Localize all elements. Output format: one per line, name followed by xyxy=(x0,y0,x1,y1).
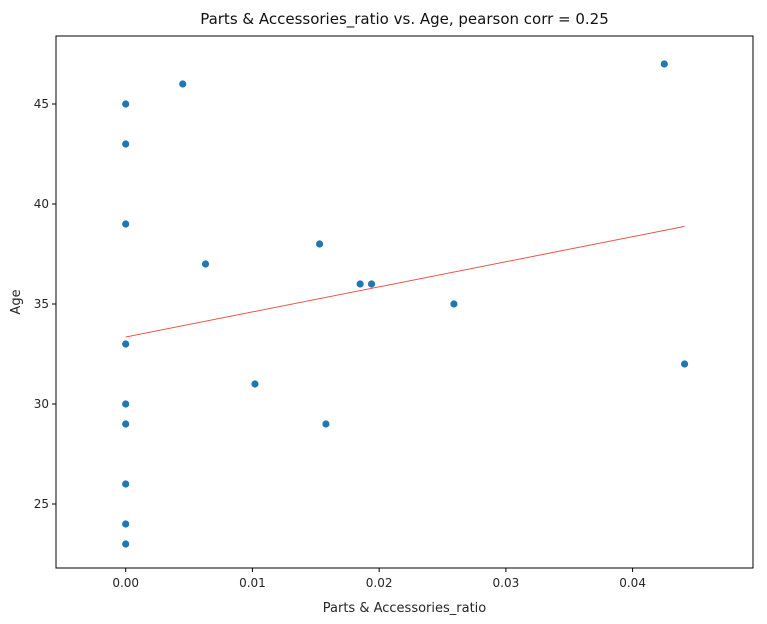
data-point xyxy=(201,260,210,268)
y-tick-label: 40 xyxy=(34,197,49,211)
data-point xyxy=(251,380,259,388)
data-point xyxy=(122,340,130,348)
data-point xyxy=(356,280,364,288)
data-point xyxy=(315,240,324,248)
y-axis-label: Age xyxy=(9,289,24,314)
x-tick-label: 0.03 xyxy=(493,576,520,590)
data-point xyxy=(367,280,376,288)
x-axis: 0.00 0.01 0.02 0.03 0.04 xyxy=(112,568,646,590)
data-point xyxy=(660,60,668,68)
trend-line xyxy=(125,225,685,338)
x-tick-label: 0.04 xyxy=(619,576,646,590)
y-tick-label: 30 xyxy=(34,397,49,411)
data-point xyxy=(122,100,130,108)
plot-frame xyxy=(55,35,754,569)
data-point xyxy=(122,480,130,488)
x-axis-label: Parts & Accessories_ratio xyxy=(323,601,487,616)
y-tick-label: 25 xyxy=(34,497,49,511)
data-point xyxy=(179,80,187,88)
data-point xyxy=(680,360,689,368)
x-tick-label: 0.01 xyxy=(239,576,266,590)
data-point xyxy=(122,220,130,228)
data-point xyxy=(450,300,458,308)
chart-title: Parts & Accessories_ratio vs. Age, pears… xyxy=(200,10,609,29)
data-point xyxy=(122,140,130,148)
x-tick-label: 0.00 xyxy=(112,576,139,590)
data-point xyxy=(322,420,330,428)
data-point xyxy=(122,540,130,548)
data-point xyxy=(122,520,130,528)
y-tick-label: 35 xyxy=(34,297,49,311)
x-tick-label: 0.02 xyxy=(366,576,393,590)
data-point xyxy=(122,420,130,428)
data-point xyxy=(122,400,130,408)
plot-area xyxy=(122,60,689,548)
y-tick-label: 45 xyxy=(34,97,49,111)
y-axis: 25 30 35 40 45 xyxy=(34,97,56,511)
